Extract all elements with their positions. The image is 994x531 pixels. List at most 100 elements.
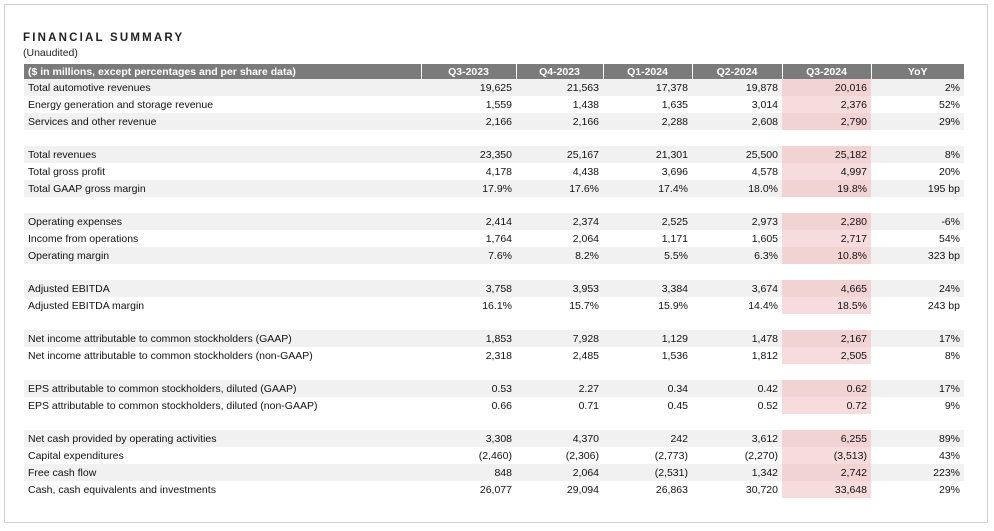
cell-q1-2024: 0.45 (667, 399, 688, 412)
cell-q2-2024: 25,500 (692, 146, 782, 163)
cell-q2-2024: 14.4% (748, 299, 778, 312)
cell-q2-2024: 4,578 (751, 165, 778, 178)
section-spacer (24, 414, 964, 430)
table-body: Total automotive revenues 19,625 21,563 17,… (24, 79, 964, 498)
cell-yoy: 17% (871, 380, 964, 397)
cell-q3-2024: 20,016 (782, 79, 871, 96)
cell-yoy: 43% (938, 449, 960, 462)
cell-yoy: 223% (871, 464, 964, 481)
cell-q1-2024: 3,384 (603, 280, 692, 297)
cell-q3-2024: (3,513) (782, 447, 871, 464)
cell-q4-2023: 7,928 (516, 330, 603, 347)
cell-q2-2024: 19,878 (692, 79, 782, 96)
table-row: Total GAAP gross margin 17.9% 17.6% 17.4% 18… (24, 180, 964, 197)
cell-q4-2023: 4,370 (516, 430, 603, 447)
cell-q1-2024: 1,171 (661, 232, 688, 245)
section-spacer (24, 364, 964, 380)
page-subtitle: (Unaudited) (23, 47, 78, 59)
cell-q3-2023: 848 (421, 464, 516, 481)
cell-q2-2024: 3,674 (692, 280, 782, 297)
cell-q4-2023: 2,064 (572, 232, 599, 245)
cell-q3-2023: 0.53 (421, 380, 516, 397)
cell-q2-2024: 3,014 (751, 98, 778, 111)
cell-label: Total gross profit (28, 165, 106, 178)
cell-q3-2024: 2,280 (782, 213, 871, 230)
financial-summary-panel: FINANCIAL SUMMARY (Unaudited) ($ in mill… (4, 4, 988, 523)
cell-q4-2023: 21,563 (516, 79, 603, 96)
cell-q3-2024: 2,742 (782, 464, 871, 481)
cell-q3-2024: 2,505 (782, 347, 871, 364)
table-row: Operating margin 7.6% 8.2% 5.5% 6.3% 10.8% 323… (24, 247, 964, 264)
page-title: FINANCIAL SUMMARY (23, 32, 185, 44)
cell-q1-2024: 0.34 (603, 380, 692, 397)
table-header-row: ($ in millions, except percentages and p… (24, 64, 964, 79)
cell-q3-2023: 16.1% (482, 299, 512, 312)
cell-q4-2023: 0.71 (578, 399, 599, 412)
cell-yoy: 243 bp (927, 299, 960, 312)
cell-q3-2024: 6,255 (782, 430, 871, 447)
cell-yoy: -6% (871, 213, 964, 230)
cell-label: Adjusted EBITDA (24, 280, 421, 297)
cell-q1-2024: 1,635 (661, 98, 688, 111)
spacer-cell (24, 414, 964, 430)
table-row: Free cash flow 848 2,064 (2,531) 1,342 2,742 2… (24, 464, 964, 481)
table-row: Adjusted EBITDA 3,758 3,953 3,384 3,674 4,665… (24, 280, 964, 297)
cell-q1-2024: 1,536 (661, 349, 688, 362)
cell-yoy: 195 bp (871, 180, 964, 197)
cell-q2-2024: 30,720 (745, 483, 778, 496)
cell-label: Net income attributable to common stockh… (28, 349, 313, 362)
table-row: Total automotive revenues 19,625 21,563 17,… (24, 79, 964, 96)
header-cell-label: ($ in millions, except percentages and p… (24, 64, 422, 79)
cell-q3-2023: 3,758 (421, 280, 516, 297)
cell-q3-2024: 2,790 (782, 113, 871, 130)
cell-q4-2023: 2,166 (516, 113, 603, 130)
spacer-cell (24, 130, 964, 146)
cell-q3-2023: 2,166 (421, 113, 516, 130)
cell-q4-2023: 2,064 (516, 464, 603, 481)
cell-yoy: 8% (871, 146, 964, 163)
cell-q3-2024: 0.72 (782, 397, 871, 414)
cell-q1-2024: 17.4% (603, 180, 692, 197)
cell-q1-2024: (2,773) (654, 449, 688, 462)
cell-q2-2024: 1,605 (751, 232, 778, 245)
cell-q4-2023: 2,374 (516, 213, 603, 230)
spacer-cell (24, 364, 964, 380)
cell-q1-2024: 5.5% (603, 247, 692, 264)
table-row: Cash, cash equivalents and investments 26… (24, 481, 964, 498)
cell-yoy: 2% (871, 79, 964, 96)
cell-label: Operating expenses (24, 213, 421, 230)
cell-label: Free cash flow (24, 464, 421, 481)
cell-q3-2023: 17.9% (421, 180, 516, 197)
table-row: Net income attributable to common stockh… (24, 347, 964, 364)
table-row: Operating expenses 2,414 2,374 2,525 2,973 2,… (24, 213, 964, 230)
section-spacer (24, 197, 964, 213)
cell-q3-2023: 1,853 (421, 330, 516, 347)
cell-q1-2024: (2,531) (603, 464, 692, 481)
cell-q4-2023: 3,953 (516, 280, 603, 297)
cell-q3-2023: 19,625 (421, 79, 516, 96)
spacer-cell (24, 314, 964, 330)
table-row: Income from operations 1,764 2,064 1,171 1,6… (24, 230, 964, 247)
cell-yoy: 29% (871, 113, 964, 130)
cell-q1-2024: 26,863 (655, 483, 688, 496)
cell-label: Net cash provided by operating activitie… (24, 430, 421, 447)
table-row: Net income attributable to common stockh… (24, 330, 964, 347)
spacer-cell (24, 197, 964, 213)
cell-label: Income from operations (28, 232, 139, 245)
cell-q1-2024: 2,288 (603, 113, 692, 130)
cell-label: EPS attributable to common stockholders,… (28, 399, 318, 412)
table-row: Services and other revenue 2,166 2,166 2,28… (24, 113, 964, 130)
cell-q4-2023: 4,438 (572, 165, 599, 178)
section-spacer (24, 314, 964, 330)
cell-q4-2023: 8.2% (516, 247, 603, 264)
table-row: EPS attributable to common stockholders,… (24, 397, 964, 414)
cell-q2-2024: 1,478 (692, 330, 782, 347)
cell-label: Capital expenditures (28, 449, 124, 462)
table-row: Adjusted EBITDA margin 16.1% 15.7% 15.9% 14.… (24, 297, 964, 314)
table-row: Total gross profit 4,178 4,438 3,696 4,578 4,… (24, 163, 964, 180)
cell-q3-2024: 2,167 (782, 330, 871, 347)
cell-q4-2023: 2,485 (572, 349, 599, 362)
table-row: Total revenues 23,350 25,167 21,301 25,500 25… (24, 146, 964, 163)
header-cell-yoy: YoY (871, 64, 964, 79)
cell-q1-2024: 242 (603, 430, 692, 447)
